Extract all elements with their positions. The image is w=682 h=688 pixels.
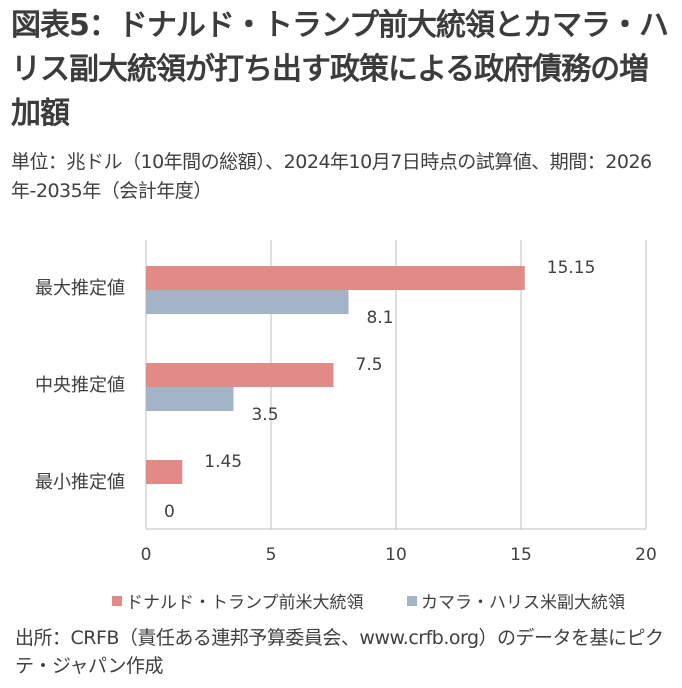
bar-trump-mid: [146, 363, 334, 387]
legend-item-harris: カマラ・ハリス米副大統領: [407, 588, 625, 613]
x-tick-label-0: 0: [141, 545, 152, 565]
legend-swatch-trump: [112, 595, 122, 606]
x-tick-label-5: 5: [266, 545, 277, 565]
x-tick-label-10: 10: [385, 545, 407, 565]
category-label-max: 最大推定値: [35, 278, 125, 299]
legend-label-trump: ドナルド・トランプ前米大統領: [126, 593, 364, 613]
legend-swatch-harris: [407, 595, 417, 606]
x-tick-label-20: 20: [635, 545, 657, 565]
legend-label-harris: カマラ・ハリス米副大統領: [421, 593, 625, 613]
bar-harris-mid: [146, 387, 234, 411]
chart-title: 図表5：ドナルド・トランプ前大統領とカマラ・ハリス副大統領が打ち出す政策による政…: [11, 8, 669, 131]
data-label-trump-max: 15.15: [547, 258, 596, 278]
bar-harris-max: [146, 290, 349, 314]
x-tick-label-15: 15: [510, 545, 532, 565]
legend: ドナルド・トランプ前米大統領 カマラ・ハリス米副大統領: [0, 588, 682, 613]
data-label-harris-max: 8.1: [367, 308, 394, 328]
data-label-trump-mid: 7.5: [356, 355, 383, 375]
data-label-harris-mid: 3.5: [252, 405, 279, 425]
data-label-harris-min: 0: [164, 502, 175, 522]
bar-chart: 0 5 10 15 20 最大推定値 15.15 8.1 中央推定値 7.5 3.5 最小推定値 1.4…: [35, 240, 657, 565]
legend-item-trump: ドナルド・トランプ前米大統領: [112, 588, 364, 613]
data-label-trump-min: 1.45: [204, 452, 242, 472]
category-label-min: 最小推定値: [35, 472, 125, 493]
bar-trump-max: [146, 266, 525, 290]
source-note: 出所：CRFB（責任ある連邦予算委員会、www.crfb.org）のデータを基に…: [15, 627, 664, 677]
bar-trump-min: [146, 460, 183, 484]
category-label-mid: 中央推定値: [35, 375, 125, 396]
chart-subtitle: 単位：兆ドル（10年間の総額）、2024年10月7日時点の試算値、期間：2026…: [11, 151, 652, 202]
